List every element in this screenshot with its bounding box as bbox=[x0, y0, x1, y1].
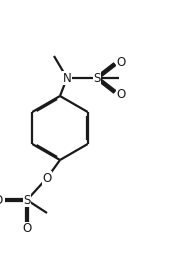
Text: O: O bbox=[22, 222, 32, 236]
Text: S: S bbox=[93, 71, 101, 85]
Text: S: S bbox=[23, 194, 31, 206]
Text: O: O bbox=[0, 194, 3, 206]
Text: N: N bbox=[63, 71, 71, 85]
Text: O: O bbox=[42, 172, 52, 184]
Text: O: O bbox=[116, 55, 126, 69]
Text: O: O bbox=[116, 87, 126, 101]
